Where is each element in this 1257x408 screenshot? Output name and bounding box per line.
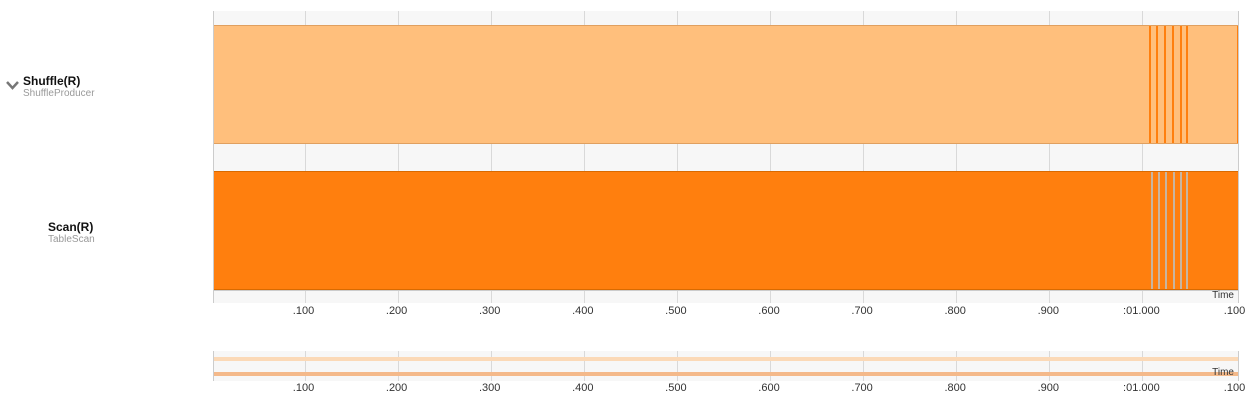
grid-line (490, 11, 492, 303)
activity-segment (1151, 172, 1153, 289)
activity-segment (1180, 26, 1182, 143)
grid-line (676, 11, 678, 303)
operator-name: Scan(R) (48, 220, 94, 234)
grid-line (583, 351, 585, 381)
tick-label: .800 (944, 382, 966, 394)
grid-line (397, 11, 399, 303)
tick-label: .800 (944, 305, 966, 317)
tick-label: .600 (758, 382, 780, 394)
grid-line (956, 351, 958, 381)
timeline-plot[interactable]: Time (213, 11, 1239, 303)
tick-label: .200 (385, 305, 408, 317)
tick-label: .900 (1037, 382, 1060, 394)
activity-segment (1172, 26, 1174, 143)
operator-name: Shuffle(R) (23, 74, 81, 88)
grid-line (770, 11, 771, 303)
axis-line (214, 290, 1238, 291)
grid-line (397, 351, 399, 381)
activity-segment (1149, 26, 1151, 143)
tick-label: .500 (665, 305, 687, 317)
activity-segment (1164, 26, 1166, 143)
time-axis-label: Time (1212, 290, 1234, 301)
tick-label: .100 (1223, 382, 1246, 394)
tick-label: .300 (478, 382, 501, 394)
tick-label: :01.000 (1123, 382, 1160, 394)
tick-label: .300 (478, 305, 501, 317)
grid-line (1142, 11, 1144, 303)
tick-label: .200 (385, 382, 408, 394)
grid-line (583, 11, 585, 303)
operator-type: TableScan (48, 234, 95, 245)
overview-time-label: Time (1212, 367, 1234, 378)
activity-segment (1173, 172, 1175, 289)
grid-line (1049, 11, 1051, 303)
activity-segment (1186, 26, 1188, 143)
tick-label: .900 (1037, 305, 1060, 317)
overview-scan-line (214, 372, 1238, 376)
tick-label: .100 (1223, 305, 1246, 317)
activity-segment (1186, 172, 1188, 289)
grid-line (676, 351, 678, 381)
tick-label: .700 (851, 305, 873, 317)
operator-type: ShuffleProducer (23, 88, 95, 99)
tick-label: :01.000 (1123, 305, 1160, 317)
tick-label: .600 (758, 305, 780, 317)
grid-line (956, 11, 958, 303)
grid-line (1049, 351, 1051, 381)
overview-brush[interactable]: Time (213, 351, 1239, 381)
activity-segment (1156, 26, 1158, 143)
grid-line (863, 351, 865, 381)
tick-label: .400 (572, 305, 594, 317)
activity-segment (1180, 172, 1182, 289)
grid-line (490, 351, 492, 381)
tick-label: .500 (665, 382, 687, 394)
tick-label: .400 (572, 382, 594, 394)
shuffle-bar[interactable] (214, 25, 1238, 144)
tick-label: .700 (851, 382, 873, 394)
grid-line (770, 351, 771, 381)
row-label-shuffle[interactable]: Shuffle(R) ShuffleProducer (23, 74, 95, 100)
grid-line (304, 351, 306, 381)
grid-line (1142, 351, 1144, 381)
activity-segment (1237, 26, 1238, 143)
overview-shuffle-line (214, 357, 1238, 361)
tick-label: .100 (292, 305, 315, 317)
activity-segment (1165, 172, 1167, 289)
activity-segment (1158, 172, 1160, 289)
scan-bar[interactable] (214, 171, 1238, 290)
grid-line (304, 11, 306, 303)
tick-label: .100 (292, 382, 315, 394)
chevron-down-icon[interactable] (6, 80, 19, 90)
row-label-scan[interactable]: Scan(R) TableScan (48, 220, 95, 246)
grid-line (863, 11, 865, 303)
